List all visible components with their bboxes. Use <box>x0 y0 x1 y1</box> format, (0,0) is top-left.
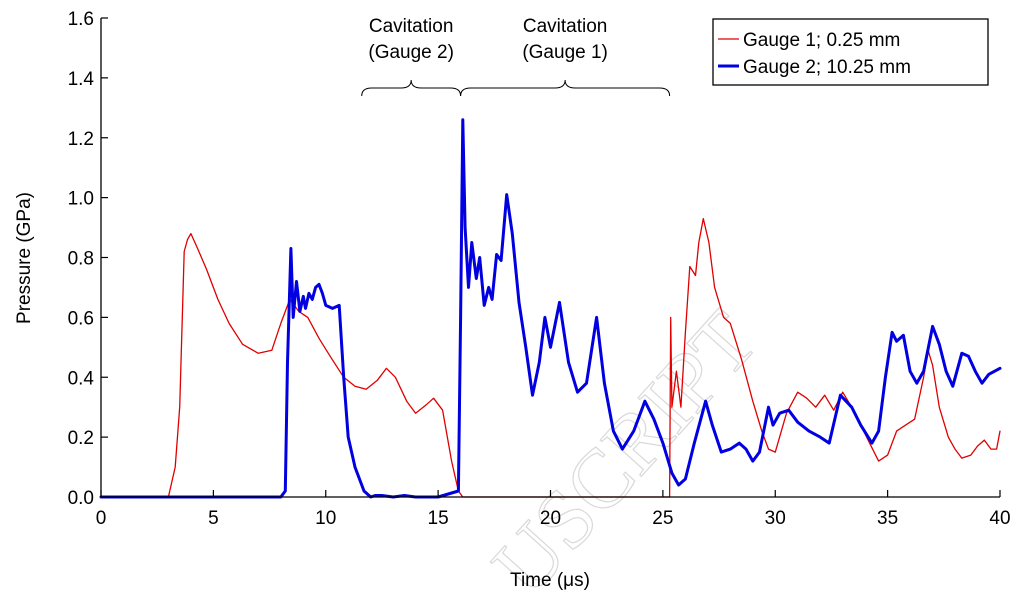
legend-label-2: Gauge 2; 10.25 mm <box>743 57 911 78</box>
annotations: Cavitation (Gauge 2) Cavitation (Gauge 1) <box>361 16 671 97</box>
legend-box <box>712 18 989 86</box>
y-tick-label: 1.6 <box>68 9 94 30</box>
cavitation-brace-1 <box>361 79 462 97</box>
x-tick-label: 0 <box>96 508 107 529</box>
y-tick-label: 1.2 <box>68 129 94 150</box>
cavitation-label-1: (Gauge 2) <box>368 42 454 63</box>
x-tick-label: 40 <box>989 508 1010 529</box>
cavitation-brace-2 <box>460 79 671 97</box>
legend: Gauge 1; 0.25 mm Gauge 2; 10.25 mm <box>712 18 989 86</box>
y-tick-label: 0.6 <box>68 308 94 329</box>
y-tick-label: 1.0 <box>68 189 94 210</box>
y-tick-label: 0.0 <box>68 488 94 509</box>
series-line-2 <box>99 118 1002 499</box>
cavitation-label-1: Cavitation <box>369 16 454 37</box>
x-tick-label: 30 <box>765 508 786 529</box>
axes: 0 5 10 15 20 25 30 35 40 0.0 0.2 0.4 0.6 0.8 1.0 1.2 1.4… <box>68 9 1011 529</box>
cavitation-label-2: Cavitation <box>523 16 608 37</box>
cavitation-label-2: (Gauge 1) <box>522 42 608 63</box>
y-tick-label: 0.4 <box>68 368 95 389</box>
x-tick-label: 25 <box>652 508 673 529</box>
y-tick-label: 0.8 <box>68 249 94 270</box>
x-tick-label: 10 <box>315 508 336 529</box>
x-tick-label: 20 <box>540 508 561 529</box>
y-axis-label: Pressure (GPa) <box>14 192 35 324</box>
x-tick-label: 15 <box>428 508 449 529</box>
x-tick-label: 35 <box>877 508 898 529</box>
y-tick-label: 1.4 <box>68 69 95 90</box>
plot-series <box>99 118 1002 499</box>
y-tick-label: 0.2 <box>68 428 94 449</box>
x-tick-label: 5 <box>208 508 219 529</box>
series-line-1 <box>100 217 1001 498</box>
legend-label-1: Gauge 1; 0.25 mm <box>743 30 900 51</box>
x-axis-label: Time (μs) <box>510 570 590 591</box>
